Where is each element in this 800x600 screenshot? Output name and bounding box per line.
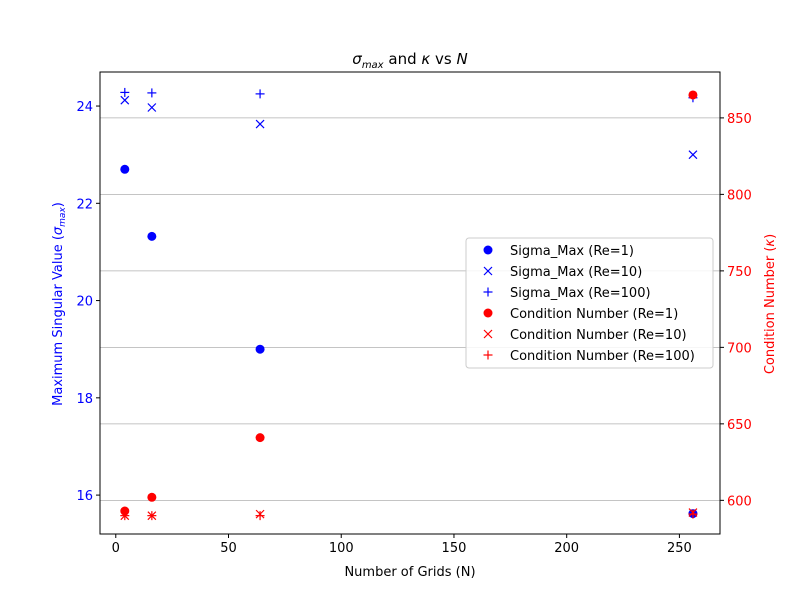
grid-lines [100, 117, 720, 501]
x-tick-label: 250 [667, 541, 692, 556]
legend-marker [483, 329, 493, 339]
right-y-tick-label: 700 [727, 341, 752, 356]
left-y-axis-ticks: 16 18 20 22 24 [76, 100, 100, 504]
data-point [255, 433, 265, 443]
left-y-tick-label: 22 [76, 197, 93, 212]
data-point [120, 95, 130, 105]
x-tick-label: 0 [112, 541, 120, 556]
data-point [147, 492, 157, 502]
legend-box [465, 237, 714, 369]
data-point [688, 150, 698, 160]
right-y-axis-label: Condition Number (κ) [763, 234, 778, 374]
data-point [147, 103, 157, 112]
legend-label: Condition Number (Re=100) [510, 349, 695, 364]
data-point [147, 231, 157, 241]
x-tick-label: 150 [442, 541, 467, 556]
left-y-tick-label: 20 [76, 295, 93, 310]
data-point [255, 344, 265, 354]
legend-label: Sigma_Max (Re=10) [510, 265, 642, 280]
left-y-tick-label: 18 [76, 392, 93, 407]
plot-frame [99, 71, 721, 535]
legend-marker [483, 287, 493, 297]
legend: Sigma_Max (Re=1) Sigma_Max (Re=10) Sigma_M… [465, 237, 714, 369]
x-axis-label: Number of Grids (N) [344, 565, 475, 580]
data-point [147, 511, 157, 521]
x-tick-label: 100 [329, 541, 354, 556]
right-y-axis-ticks: 600 650 700 750 800 850 [720, 112, 752, 509]
data-point [255, 511, 265, 521]
x-tick-label: 50 [220, 541, 237, 556]
series-4 [120, 508, 698, 521]
legend-marker [483, 308, 493, 318]
legend-marker [483, 245, 493, 255]
legend-marker [483, 266, 493, 276]
left-y-axis-label: Maximum Singular Value (σmax) [51, 202, 68, 406]
left-y-tick-label: 16 [76, 489, 93, 504]
right-y-tick-label: 800 [727, 188, 752, 203]
legend-label: Sigma_Max (Re=100) [510, 286, 651, 301]
data-point [147, 88, 157, 98]
right-y-tick-label: 650 [727, 418, 752, 433]
data-point [688, 90, 698, 100]
data-point [120, 164, 130, 174]
series-1 [120, 95, 698, 160]
right-y-tick-label: 750 [727, 265, 752, 280]
legend-label: Sigma_Max (Re=1) [510, 244, 634, 259]
legend-label: Condition Number (Re=10) [510, 328, 687, 343]
x-axis-ticks: 0 50 100 150 200 250 [112, 534, 692, 556]
data-point [120, 511, 130, 521]
left-y-tick-label: 24 [76, 100, 93, 115]
right-y-tick-label: 600 [727, 494, 752, 509]
right-y-tick-label: 850 [727, 112, 752, 127]
legend-label: Condition Number (Re=1) [510, 307, 678, 322]
series-5 [120, 509, 698, 521]
data-point [255, 89, 265, 99]
chart-title: σmax and κ vs N [352, 50, 467, 71]
data-marks [120, 87, 698, 521]
series-2 [120, 87, 698, 103]
legend-marker [483, 350, 493, 360]
x-tick-label: 200 [554, 541, 579, 556]
data-point [120, 87, 130, 97]
data-point [255, 119, 265, 129]
data-point [688, 509, 698, 519]
